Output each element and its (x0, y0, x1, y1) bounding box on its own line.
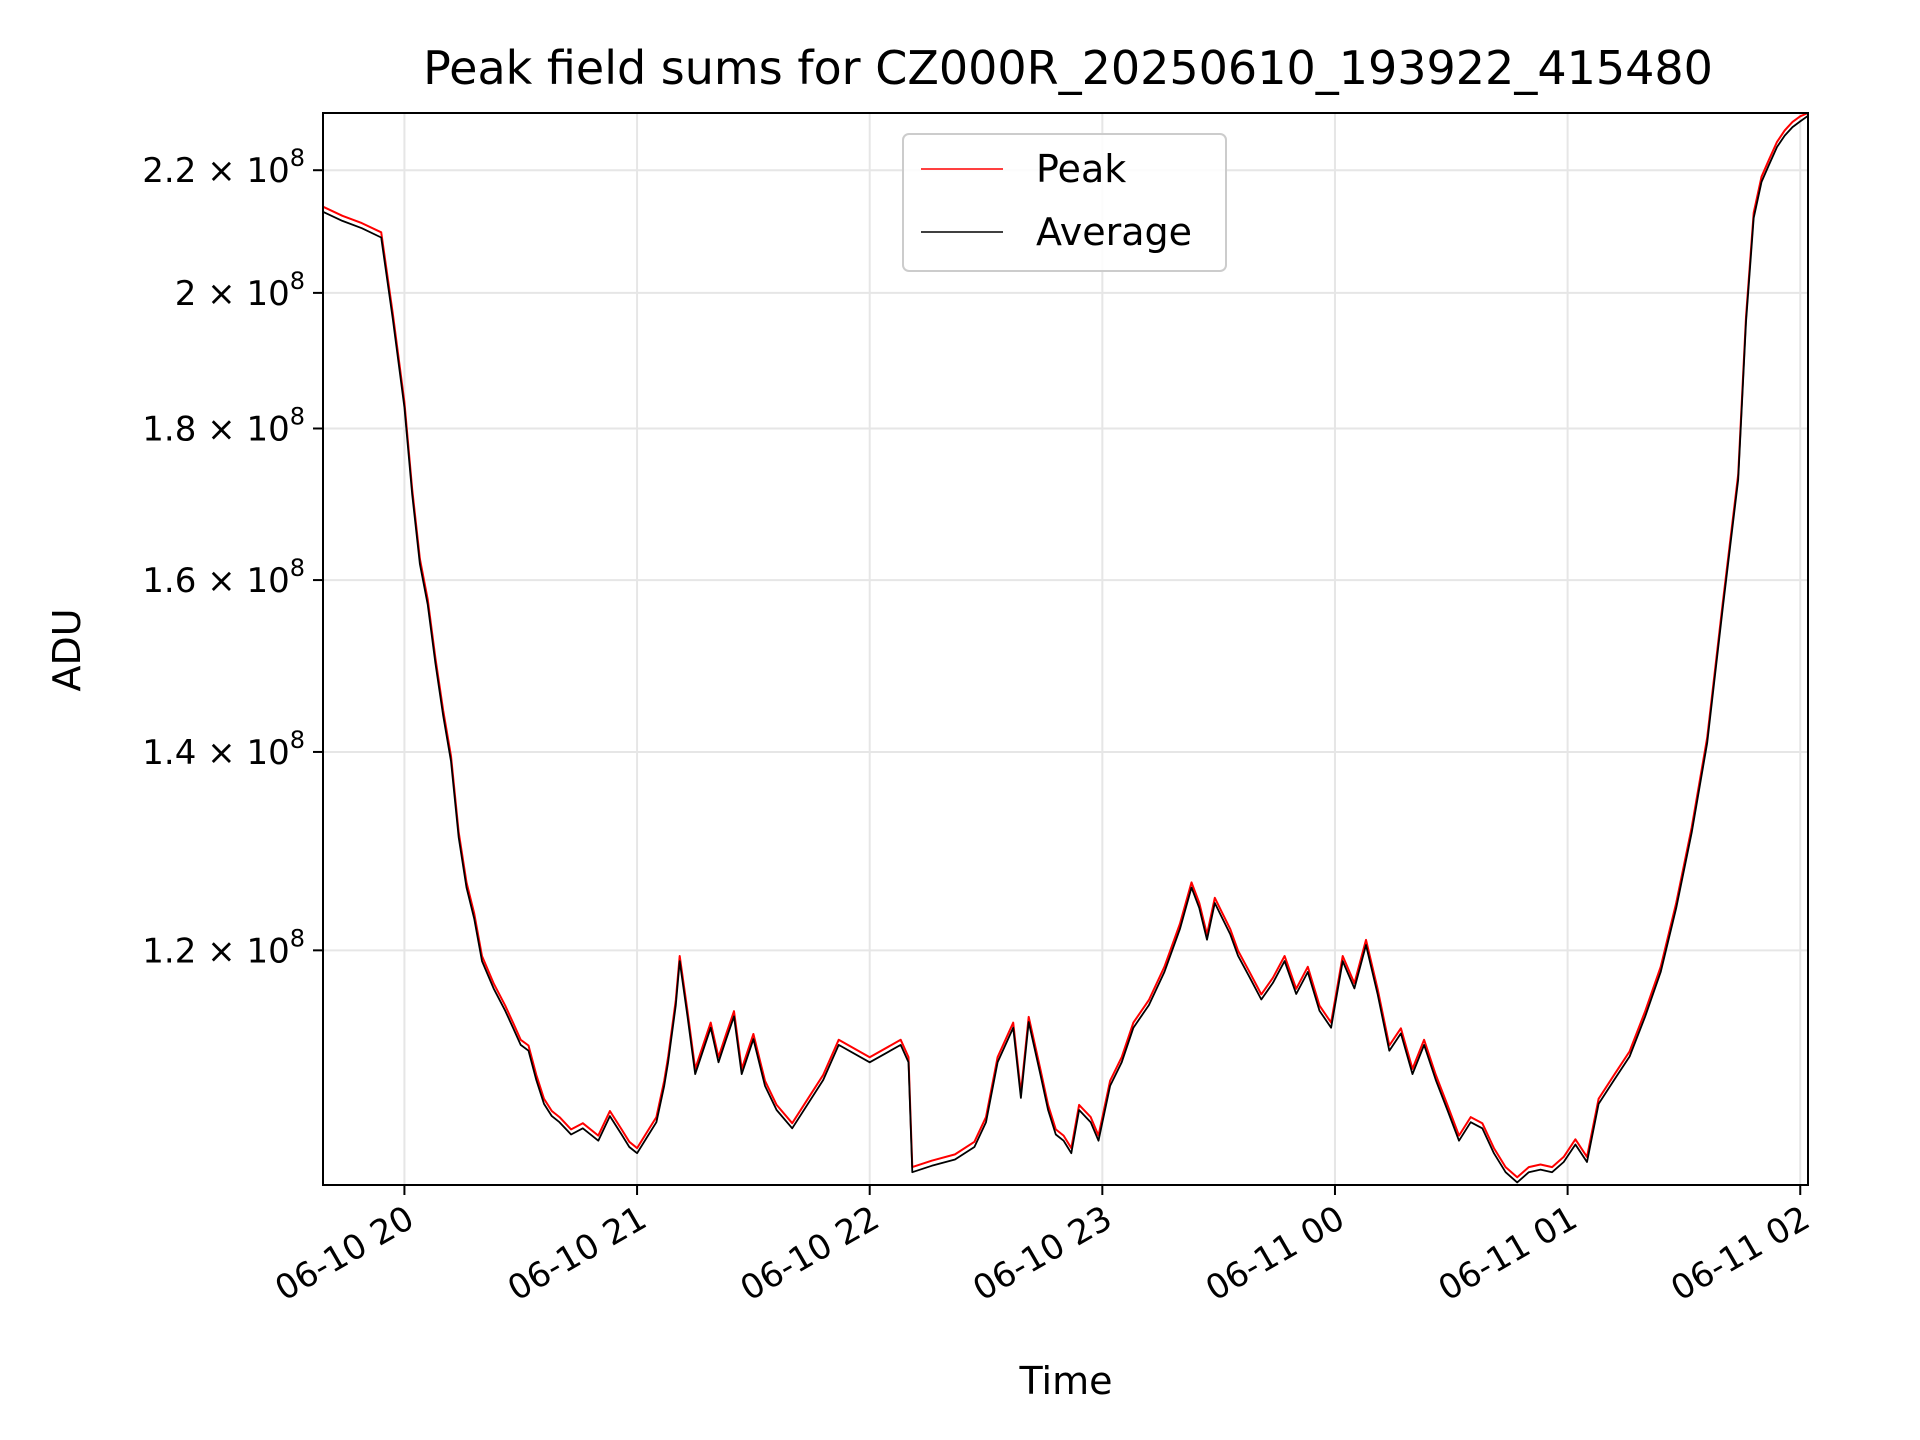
x-tick-label: 06-11 02 (1664, 1198, 1816, 1309)
y-tick-label: 1.2 × 108 (142, 924, 305, 971)
y-axis-label: ADU (45, 608, 89, 691)
y-tick-label: 1.8 × 108 (142, 402, 305, 449)
x-tick-label: 06-10 23 (966, 1198, 1118, 1309)
x-axis-label: Time (1019, 1359, 1113, 1403)
series-line-average (322, 115, 1809, 1184)
legend-label-average: Average (1036, 210, 1192, 254)
x-tick-label: 06-11 00 (1199, 1198, 1351, 1309)
y-tick-label: 1.6 × 108 (142, 554, 305, 601)
x-tick-label: 06-10 20 (269, 1198, 421, 1309)
grid-lines (323, 113, 1808, 1185)
plot-frame (322, 112, 1809, 1186)
x-tick-label: 06-10 21 (501, 1198, 653, 1309)
chart-title: Peak field sums for CZ000R_20250610_1939… (423, 41, 1713, 95)
y-tick-label: 1.4 × 108 (142, 726, 305, 773)
series-lines (322, 112, 1809, 1184)
x-tick-label: 06-10 22 (734, 1198, 886, 1309)
y-tick-label: 2 × 108 (175, 267, 305, 314)
x-tick-label: 06-11 01 (1432, 1198, 1584, 1309)
y-axis: 1.2 × 108 1.4 × 108 1.6 × 108 1.8 × 108 2 × … (142, 144, 323, 971)
legend-label-peak: Peak (1036, 147, 1126, 191)
legend: Peak Average (902, 133, 1227, 272)
y-tick-label: 2.2 × 108 (142, 144, 305, 191)
x-axis: 06-10 20 06-10 21 06-10 22 06-10 23 06-11 00… (269, 1185, 1817, 1309)
series-line-peak (322, 112, 1809, 1179)
